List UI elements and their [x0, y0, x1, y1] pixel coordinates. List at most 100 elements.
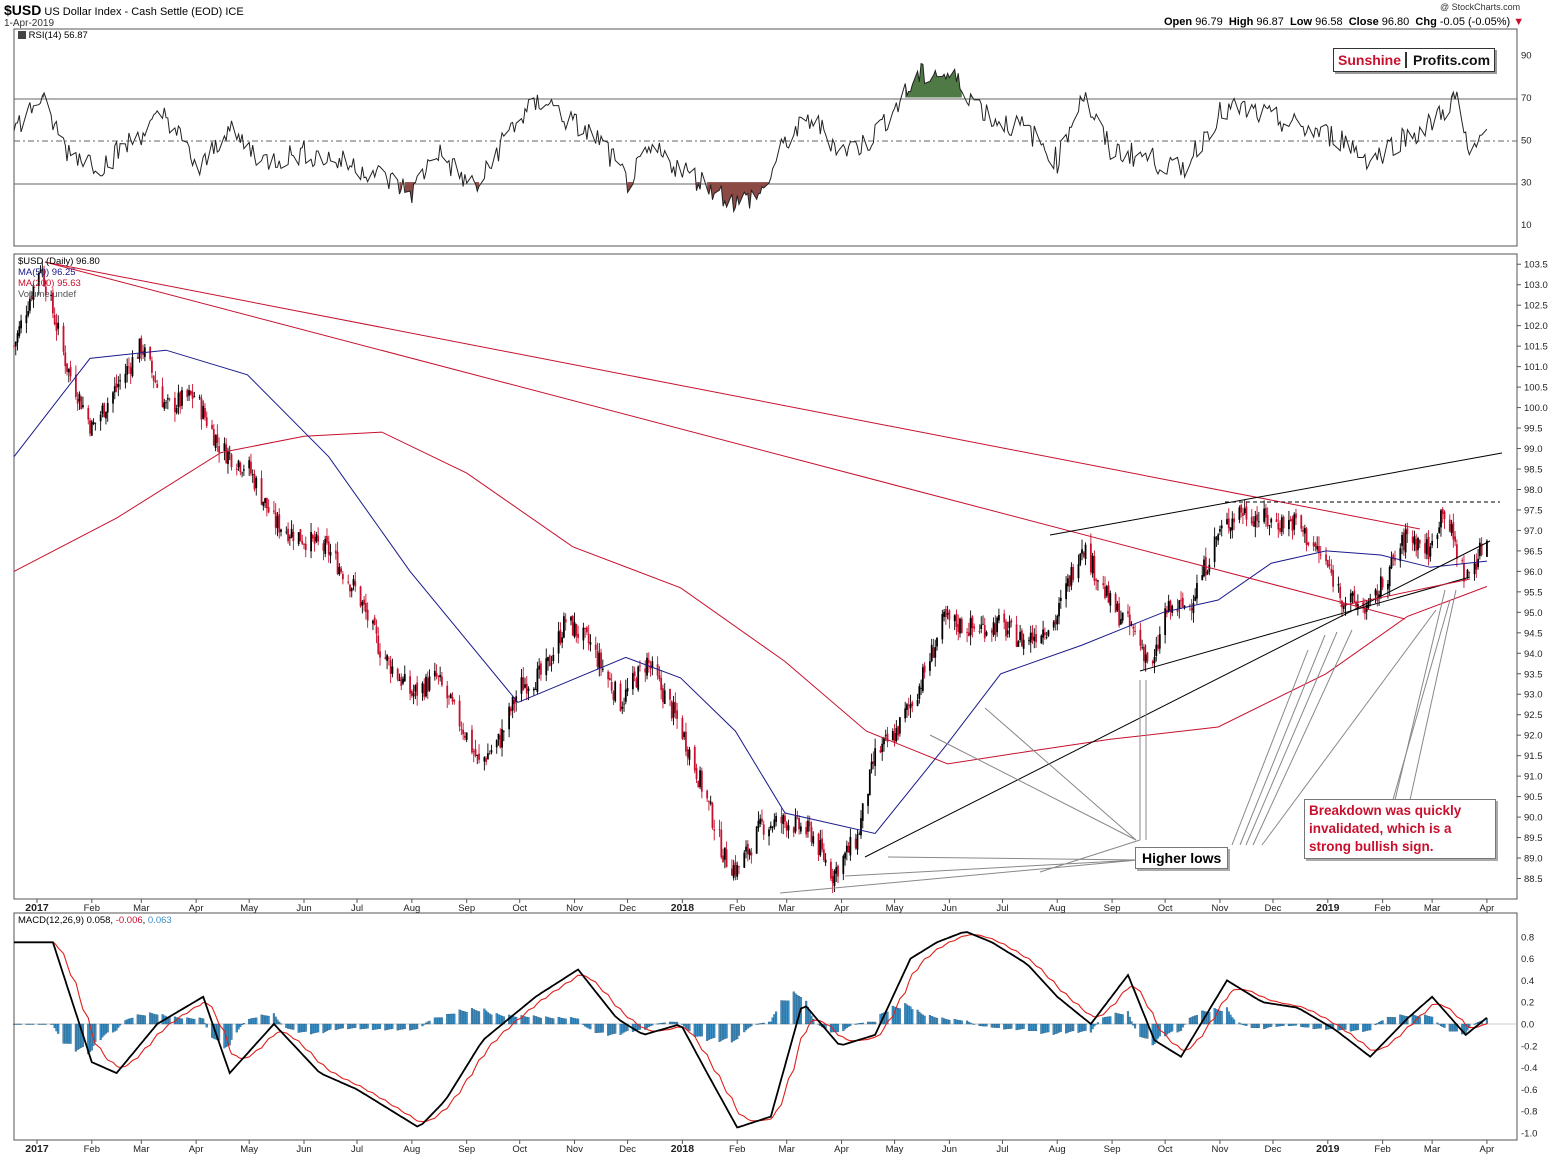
price-bar-body: [536, 668, 539, 692]
price-bar-body: [920, 688, 923, 689]
x-tick-label: Jul: [996, 1144, 1008, 1155]
macd-hist-bar: [364, 1023, 367, 1029]
macd-tick-label: -1.0: [1521, 1129, 1537, 1140]
macd-hist-bar: [697, 1023, 700, 1037]
macd-hist-bar: [497, 1014, 500, 1025]
price-bar-body: [1139, 629, 1142, 646]
price-bar-body: [821, 838, 823, 850]
price-bar-body: [285, 531, 288, 533]
price-panel-frame: [13, 253, 1518, 900]
price-bar-body: [166, 398, 169, 400]
macd-hist-bar: [154, 1014, 157, 1025]
macd-hist-bar: [1176, 1023, 1179, 1033]
price-bar-body: [658, 675, 661, 679]
macd-hist-bar: [1040, 1023, 1043, 1034]
price-bar-body: [570, 616, 572, 621]
price-bar-body: [1293, 514, 1296, 530]
macd-hist-bar: [557, 1017, 560, 1025]
price-bar-body: [497, 733, 500, 740]
price-bar-body: [1008, 621, 1011, 629]
price-bar-body: [1107, 585, 1110, 603]
x-tick-label: Mar: [779, 1144, 795, 1155]
price-bar-body: [723, 847, 726, 860]
logo-part1: Sunshine: [1334, 52, 1408, 68]
price-bar-body: [453, 700, 456, 702]
price-bar-body: [423, 684, 426, 697]
macd-hist-bar: [317, 1023, 320, 1033]
macd-hist-bar: [447, 1013, 451, 1025]
price-bar-body: [824, 859, 827, 863]
price-bar-body: [1143, 646, 1145, 662]
price-bar-body: [76, 399, 79, 404]
macd-hist-bar: [730, 1023, 733, 1043]
price-bar-body: [1217, 534, 1220, 541]
price-bar-body: [651, 661, 654, 669]
macd-hist-bar: [65, 1023, 69, 1044]
macd-hist-bar: [354, 1023, 357, 1028]
higher-lows-callout: Higher lows: [1135, 847, 1229, 869]
macd-hist-bar: [619, 1023, 622, 1035]
macd-hist-bar: [1362, 1023, 1365, 1032]
macd-hist-bar: [359, 1023, 362, 1030]
low-value: 96.58: [1315, 16, 1343, 28]
price-bar-body: [311, 534, 314, 539]
macd-hist-bar: [1450, 1023, 1453, 1032]
price-bar-body: [136, 357, 139, 359]
macd-hist-bar: [835, 1023, 838, 1032]
macd-hist-bar: [279, 1023, 283, 1025]
macd-hist-bar: [90, 1023, 93, 1051]
price-bar-body: [177, 392, 180, 408]
macd-hist-bar: [935, 1017, 939, 1025]
price-bar-body: [1077, 564, 1080, 579]
price-bar-body: [1486, 540, 1488, 557]
price-bar-body: [80, 396, 83, 410]
price-bar-body: [598, 652, 601, 669]
macd-hist-bar: [363, 1023, 366, 1029]
macd-hist-bar: [1057, 1023, 1061, 1033]
macd-hist-bar: [1411, 1014, 1414, 1025]
x-tick-label: Oct: [512, 1144, 527, 1155]
price-bar-body: [1220, 525, 1223, 529]
price-tick-label: 101.5: [1524, 342, 1548, 353]
price-bar-body: [897, 726, 900, 736]
macd-hist-bar: [477, 1011, 481, 1025]
rsi-oversold-fill: [707, 182, 770, 212]
price-bar-body: [1480, 543, 1483, 555]
macd-hist-bar: [1448, 1023, 1451, 1032]
price-bar-body: [722, 855, 724, 862]
price-bar-body: [845, 845, 848, 853]
macd-hist-bar: [575, 1018, 578, 1025]
price-bar-body: [587, 633, 590, 644]
price-bar-body: [1052, 621, 1055, 628]
price-bar-body: [959, 618, 961, 634]
macd-hist-bar: [847, 1023, 850, 1027]
price-bar-body: [746, 843, 749, 855]
macd-hist-bar: [272, 1013, 275, 1025]
price-bar-body: [822, 849, 825, 861]
macd-hist-bar: [992, 1023, 995, 1028]
macd-hist-bar: [315, 1023, 318, 1033]
open-value: 96.79: [1195, 16, 1223, 28]
macd-hist-bar: [27, 1023, 30, 1025]
price-bar-body: [248, 460, 251, 469]
price-bar-body: [67, 369, 70, 373]
x-tick-label: Nov: [1211, 903, 1228, 914]
price-bar-body: [364, 603, 367, 613]
macd-hist-bar: [1280, 1023, 1283, 1026]
rsi-tick-label: 70: [1521, 93, 1532, 104]
macd-hist-bar: [375, 1023, 378, 1030]
price-bar-body: [1468, 572, 1471, 573]
macd-hist-bar: [909, 1006, 912, 1025]
price-bar-body: [1040, 635, 1043, 644]
macd-hist-bar: [426, 1021, 429, 1025]
price-bar-body: [1015, 624, 1018, 647]
macd-hist-bar: [1183, 1023, 1186, 1025]
price-bar-body: [478, 753, 480, 760]
macd-hist-bar: [1107, 1016, 1110, 1025]
macd-hist-bar: [1305, 1023, 1308, 1028]
price-bar-body: [713, 829, 716, 831]
price-bar-body: [366, 609, 369, 621]
x-tick-label: Mar: [779, 903, 795, 914]
price-bar-body: [600, 652, 602, 668]
macd-hist-bar: [782, 1000, 785, 1025]
